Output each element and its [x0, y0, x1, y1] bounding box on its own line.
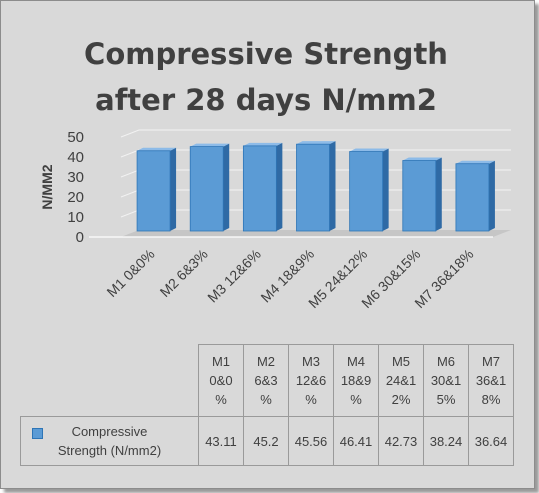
- bar-top: [243, 142, 283, 146]
- data-table-values-row: Compressive Strength (N/mm2) 43.11 45.2 45.…: [20, 416, 514, 466]
- bar: [349, 151, 384, 232]
- y-tick-label: 20: [67, 189, 84, 206]
- bar: [136, 150, 171, 232]
- x-tick-label: M1 0&0%: [103, 246, 157, 300]
- data-table-value-cell: 38.24: [423, 416, 469, 466]
- data-table-header-row: M1 0&0% M2 6&3% M3 12&6% M4 18&9% M5 24&1 2% M6 30&1…: [20, 344, 514, 417]
- y-tick-label: 40: [67, 149, 84, 166]
- bar-side: [329, 141, 336, 231]
- data-table-header-cell: M7 36&1 8%: [468, 344, 514, 417]
- bar: [455, 163, 490, 232]
- data-table-header-cell: M1 0&0%: [198, 344, 244, 417]
- data-table-value-cell: 46.41: [333, 416, 379, 466]
- bar-side: [435, 157, 442, 231]
- bar-top: [190, 143, 230, 147]
- chart-title: Compressive Strength after 28 days N/mm2: [84, 37, 448, 117]
- bar: [402, 160, 437, 232]
- y-tick-label: 30: [67, 169, 84, 186]
- data-table-header-cell: M3 12&6%: [288, 344, 334, 417]
- bar-top: [455, 160, 495, 164]
- series-label-cell: Compressive Strength (N/mm2): [20, 416, 199, 466]
- legend-key: [32, 428, 43, 439]
- bar-top: [137, 147, 177, 151]
- bar: [242, 145, 277, 232]
- gridline: [120, 129, 511, 138]
- bar-top: [349, 148, 389, 152]
- bar-top: [402, 157, 442, 161]
- x-tick-label: M3 12&6%: [204, 246, 264, 306]
- data-table-corner: [20, 344, 199, 417]
- data-table-header-cell: M6 30&1 5%: [423, 344, 469, 417]
- x-tick-label: M2 6&3%: [157, 246, 211, 300]
- data-table-header-cell: M4 18&9%: [333, 344, 379, 417]
- bar-side: [488, 160, 495, 231]
- y-tick-label: 50: [67, 129, 84, 146]
- bar-side: [382, 148, 389, 231]
- bar: [189, 146, 224, 232]
- data-table-header-cell: M5 24&1 2%: [378, 344, 424, 417]
- data-table-header-cell: M2 6&3%: [243, 344, 289, 417]
- data-table-value-cell: 36.64: [468, 416, 514, 466]
- data-table: M1 0&0% M2 6&3% M3 12&6% M4 18&9% M5 24&1 2% M6 30&1…: [20, 344, 514, 466]
- data-table-value-cell: 45.2: [243, 416, 289, 466]
- bar-top: [296, 141, 336, 145]
- data-table-value-cell: 42.73: [378, 416, 424, 466]
- data-table-value-cell: 43.11: [198, 416, 244, 466]
- bar-side: [170, 147, 177, 231]
- bar-side: [276, 142, 283, 231]
- bar: [296, 143, 330, 232]
- data-table-value-cell: 45.56: [288, 416, 334, 466]
- series-name: Compressive Strength (N/mm2): [57, 424, 162, 458]
- y-tick-label: 10: [67, 209, 84, 226]
- floor: [121, 230, 511, 237]
- y-tick-label: 0: [76, 229, 84, 246]
- bar-side: [223, 143, 230, 231]
